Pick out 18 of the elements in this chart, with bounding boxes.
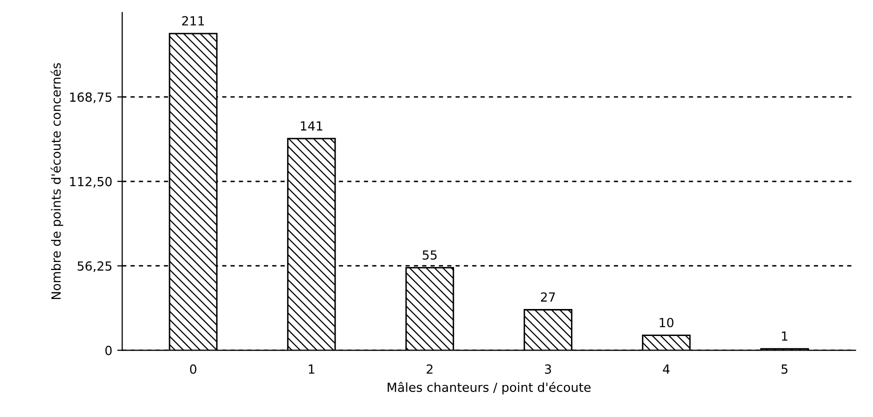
x-tick-label: 4 <box>662 364 670 374</box>
x-axis-title: Mâles chanteurs / point d'écoute <box>388 382 591 394</box>
y-axis-title: Nombre de points d'écoute concernés <box>50 63 64 300</box>
data-label: 55 <box>422 250 437 260</box>
x-tick-label: 1 <box>308 364 314 374</box>
x-tick-label: 3 <box>544 364 551 374</box>
data-label: 1 <box>782 332 788 341</box>
data-label: 27 <box>540 292 555 302</box>
data-label: 141 <box>300 121 322 130</box>
data-label: 211 <box>182 16 204 26</box>
data-label: 10 <box>660 318 674 328</box>
y-tick-label: 168,75 <box>70 92 112 104</box>
y-tick-label: 112,50 <box>70 176 112 188</box>
y-tick-label: 56,25 <box>78 261 112 272</box>
x-tick-label: 2 <box>426 364 432 374</box>
y-tick-label: 0 <box>105 346 112 356</box>
x-tick-label: 5 <box>782 364 788 374</box>
x-tick-label: 0 <box>190 364 196 374</box>
